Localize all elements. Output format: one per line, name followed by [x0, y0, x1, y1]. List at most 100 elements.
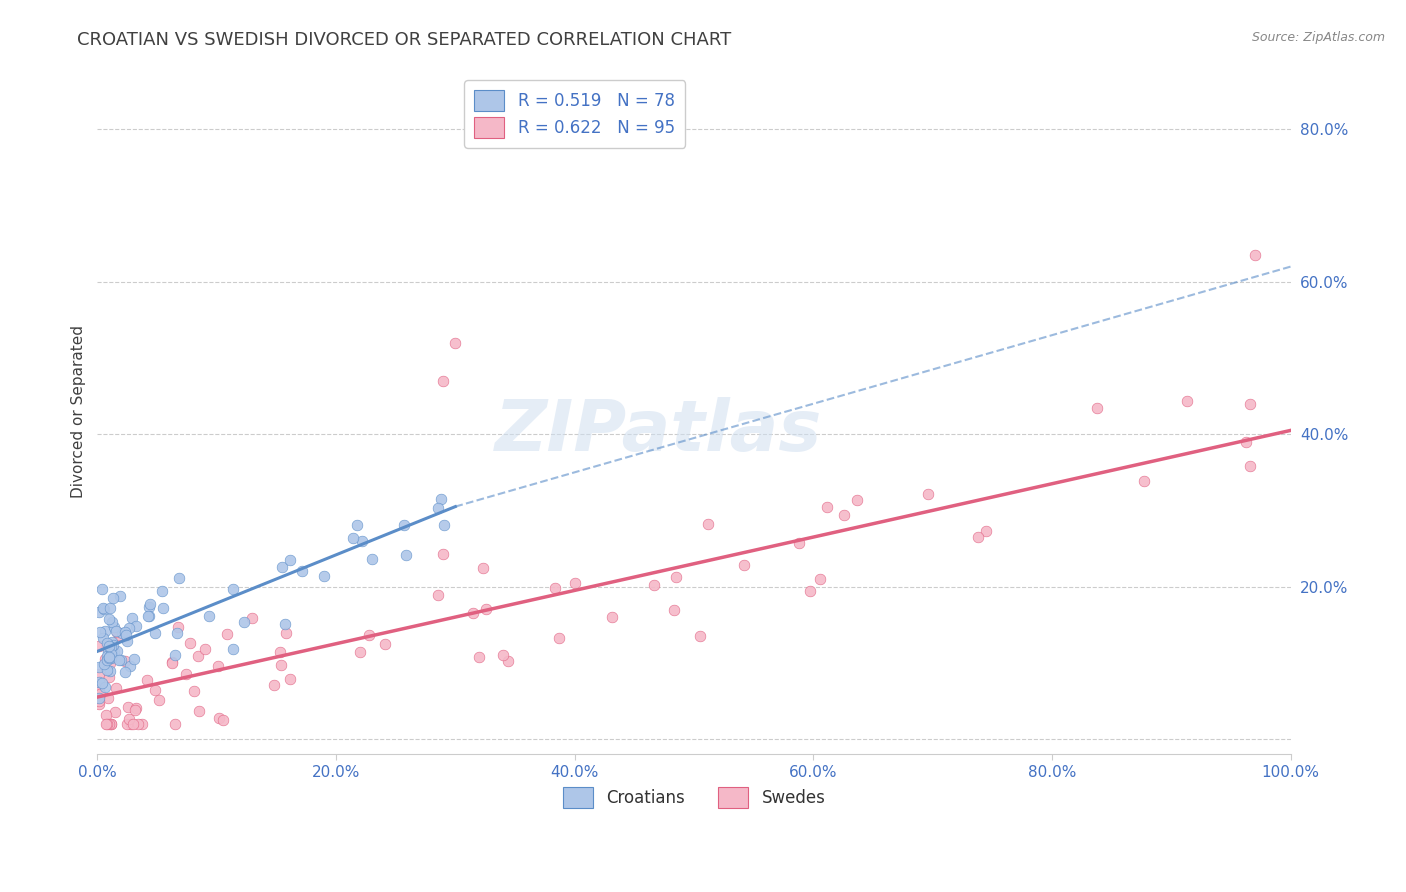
Point [87, 691, 110, 706]
Point [105, 625, 128, 640]
Point [917, 487, 939, 501]
Point [350, 533, 373, 548]
Point [187, 649, 209, 664]
Point [94, 708, 117, 723]
Point [232, 615, 254, 629]
Point [167, 620, 190, 634]
Point [98, 639, 121, 653]
Point [97, 611, 120, 625]
Point [98, 656, 121, 670]
Point [96, 640, 118, 654]
Point [269, 645, 291, 659]
Point [94, 716, 117, 731]
Point [110, 589, 132, 603]
Point [166, 626, 188, 640]
Point [160, 655, 183, 669]
Point [974, 524, 997, 538]
Point [96, 664, 118, 678]
Point [87, 659, 110, 673]
Point [96, 649, 118, 664]
Point [87, 688, 110, 702]
Point [349, 645, 371, 659]
Point [426, 588, 449, 602]
Point [97, 650, 120, 665]
Point [91, 582, 114, 596]
Point [121, 716, 143, 731]
Point [174, 666, 197, 681]
Point [1085, 401, 1108, 415]
Point [1175, 393, 1198, 408]
Point [87, 684, 110, 698]
Point [89, 625, 111, 640]
Text: Source: ZipAtlas.com: Source: ZipAtlas.com [1251, 31, 1385, 45]
Point [357, 628, 380, 642]
Point [93, 624, 115, 638]
Point [91, 601, 114, 615]
Point [491, 648, 513, 662]
Point [87, 675, 110, 690]
Point [103, 645, 125, 659]
Point [1243, 248, 1265, 262]
Point [136, 608, 159, 623]
Point [110, 653, 132, 667]
Point [114, 665, 136, 679]
Point [87, 666, 110, 681]
Point [165, 716, 187, 731]
Point [165, 648, 187, 663]
Point [94, 680, 117, 694]
Point [148, 693, 170, 707]
Point [98, 716, 121, 731]
Point [100, 716, 122, 731]
Point [1239, 397, 1261, 411]
Point [108, 653, 131, 667]
Point [97, 670, 120, 684]
Point [87, 605, 110, 619]
Point [103, 619, 125, 633]
Point [291, 564, 314, 578]
Point [104, 624, 127, 638]
Point [547, 632, 569, 646]
Point [98, 651, 121, 665]
Point [212, 714, 235, 728]
Point [100, 647, 122, 661]
Point [444, 335, 467, 350]
Point [799, 583, 821, 598]
Point [312, 569, 335, 583]
Point [208, 711, 231, 725]
Point [138, 608, 160, 623]
Point [120, 716, 142, 731]
Point [111, 625, 134, 640]
Point [263, 678, 285, 692]
Point [150, 583, 173, 598]
Point [93, 652, 115, 666]
Point [787, 536, 810, 550]
Point [104, 681, 127, 696]
Point [114, 654, 136, 668]
Point [100, 716, 122, 731]
Point [115, 716, 138, 731]
Point [100, 640, 122, 655]
Point [101, 615, 124, 630]
Point [346, 518, 368, 533]
Point [689, 629, 711, 643]
Point [696, 516, 718, 531]
Point [97, 645, 120, 659]
Point [496, 654, 519, 668]
Point [87, 694, 110, 708]
Point [221, 641, 243, 656]
Point [118, 712, 141, 726]
Point [967, 530, 990, 544]
Point [194, 641, 217, 656]
Point [432, 547, 454, 561]
Point [395, 548, 418, 562]
Point [145, 683, 167, 698]
Point [100, 651, 122, 665]
Point [544, 581, 567, 595]
Point [271, 559, 294, 574]
Point [89, 687, 111, 701]
Point [426, 501, 449, 516]
Point [432, 374, 454, 388]
Point [96, 716, 118, 731]
Point [105, 644, 128, 658]
Point [96, 652, 118, 666]
